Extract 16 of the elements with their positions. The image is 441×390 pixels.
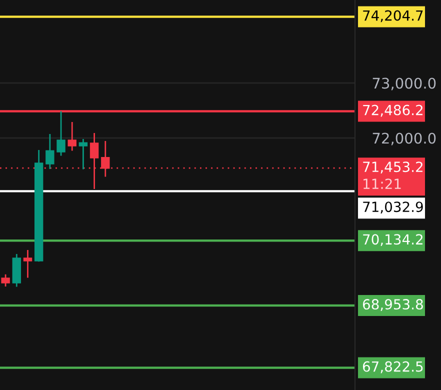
y-tick-label: 73,000.0 [372,78,436,90]
ref-line-label: 68,953.8 [362,299,423,311]
candlestick [46,133,54,170]
ref-line-label: 67,822.5 [362,361,423,374]
candlestick [56,110,66,156]
ref-line-label: 74,204.7 [363,10,423,22]
ref-line-label: 71,453.2 [363,162,422,174]
candlestick [23,249,32,278]
y-tick-label: 72,000.0 [372,132,436,146]
ref-line-label: 72,486.2 [363,104,422,117]
ref-line-label: 70,134.2 [363,234,422,246]
candlestick [68,121,76,152]
candlestick [34,149,44,262]
candlestick [78,138,88,170]
text: 11:21 [364,178,401,189]
ref-line-label: 71,032.9 [363,202,423,214]
